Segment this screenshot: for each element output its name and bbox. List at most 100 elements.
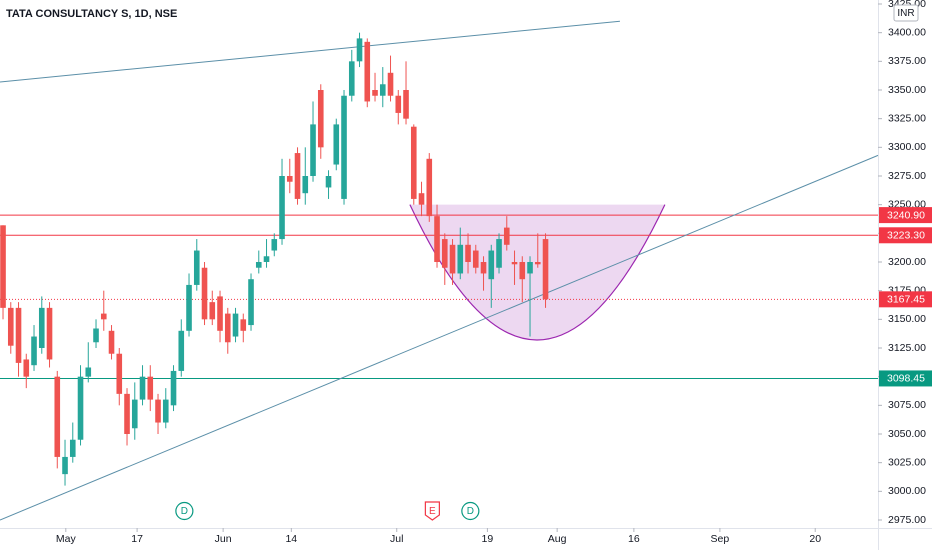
x-tick-label: May: [56, 533, 77, 545]
y-tick-label: 3275.00: [888, 170, 926, 182]
event-label: E: [429, 506, 436, 517]
price-label-box: [879, 227, 932, 244]
candle-body: [147, 376, 154, 400]
x-tick-label: Jun: [215, 533, 232, 545]
earnings-marker: [424, 501, 440, 521]
candle-body: [364, 41, 371, 102]
candle-body: [271, 239, 278, 251]
candle-body: [496, 239, 502, 268]
candle-body: [139, 376, 146, 400]
candle-body: [69, 439, 76, 457]
candle-body: [15, 307, 22, 363]
trendline: [0, 154, 879, 521]
candle-body: [232, 313, 239, 337]
candle-body: [170, 370, 177, 406]
price-label-box: [879, 291, 932, 308]
candle-body: [108, 330, 115, 354]
price-label: 3098.45: [887, 373, 925, 385]
candle-body: [348, 61, 355, 96]
candle-body: [217, 296, 223, 331]
candle-body: [472, 250, 479, 268]
candle-body: [379, 84, 386, 96]
candle-body: [0, 225, 6, 308]
candle-body: [441, 239, 448, 268]
candle-body: [457, 244, 464, 274]
dividend-marker: [175, 501, 194, 521]
chart-title: TATA CONSULTANCY S, 1D, NSE: [6, 8, 177, 20]
candle-body: [434, 216, 440, 262]
y-tick-label: 3325.00: [888, 112, 926, 124]
candle-body: [418, 193, 425, 205]
candle-body: [534, 262, 541, 265]
price-label-box: [879, 207, 932, 224]
x-tick-label: Jul: [390, 533, 403, 545]
trendline: [0, 20, 620, 83]
candle-body: [54, 376, 61, 457]
candle-body: [325, 176, 332, 188]
candle-body: [62, 456, 68, 475]
x-tick-label: Aug: [548, 533, 567, 545]
candle-body: [255, 262, 262, 268]
candle-body: [23, 359, 30, 377]
candle-body: [372, 90, 378, 96]
candle-body: [131, 399, 138, 429]
candle-body: [294, 153, 301, 199]
candle-body: [341, 95, 347, 199]
candle-body: [310, 124, 316, 176]
plot-area: [0, 20, 879, 521]
candle-body: [542, 239, 549, 300]
price-axis: 2975.003000.003025.003050.003075.003100.…: [878, 0, 932, 526]
candle-body: [224, 313, 231, 343]
dividend-marker: [461, 501, 480, 521]
candle-body: [387, 72, 394, 96]
candle-body: [116, 353, 123, 394]
y-tick-label: 3200.00: [888, 256, 926, 268]
candle-body: [410, 126, 417, 199]
price-label: 3240.90: [887, 209, 925, 221]
candle-body: [403, 90, 409, 119]
candle-body: [31, 336, 37, 366]
candle-body: [155, 399, 161, 423]
candle-body: [186, 284, 192, 331]
candle-body: [302, 176, 309, 194]
candle-body: [85, 367, 92, 377]
y-tick-label: 3375.00: [888, 55, 926, 67]
currency-box: [893, 4, 919, 22]
price-label: 3223.30: [887, 230, 925, 242]
x-tick-label: 20: [809, 533, 821, 545]
y-tick-label: 3350.00: [888, 84, 926, 96]
candle-body: [193, 250, 200, 285]
y-tick-label: 3000.00: [888, 485, 926, 497]
candle-body: [449, 244, 456, 274]
y-tick-label: 2975.00: [888, 514, 926, 526]
candle-body: [511, 262, 518, 265]
candle-body: [93, 328, 99, 343]
y-tick-label: 3075.00: [888, 399, 926, 411]
candle-body: [100, 313, 107, 320]
candle-body: [426, 158, 433, 217]
candle-body: [317, 90, 324, 148]
candle-body: [519, 262, 526, 280]
candle-body: [527, 262, 533, 274]
candle-body: [356, 38, 363, 62]
price-label: 3167.45: [887, 294, 925, 306]
y-tick-label: 3300.00: [888, 141, 926, 153]
x-tick-label: 14: [285, 533, 297, 545]
candle-body: [7, 307, 14, 346]
candle-body: [38, 307, 45, 348]
candle-body: [201, 267, 208, 320]
x-tick-label: 16: [628, 533, 640, 545]
candle-body: [286, 176, 293, 182]
y-tick-label: 3050.00: [888, 428, 926, 440]
candle-body: [465, 244, 471, 262]
candle-body: [240, 319, 247, 331]
candle-body: [178, 330, 185, 371]
y-tick-label: 3400.00: [888, 26, 926, 38]
currency-label: INR: [897, 8, 914, 19]
event-label: D: [181, 506, 188, 517]
candle-body: [77, 376, 84, 440]
candle-body: [480, 262, 487, 274]
candle-body: [124, 393, 130, 434]
x-tick-label: 17: [131, 533, 143, 545]
